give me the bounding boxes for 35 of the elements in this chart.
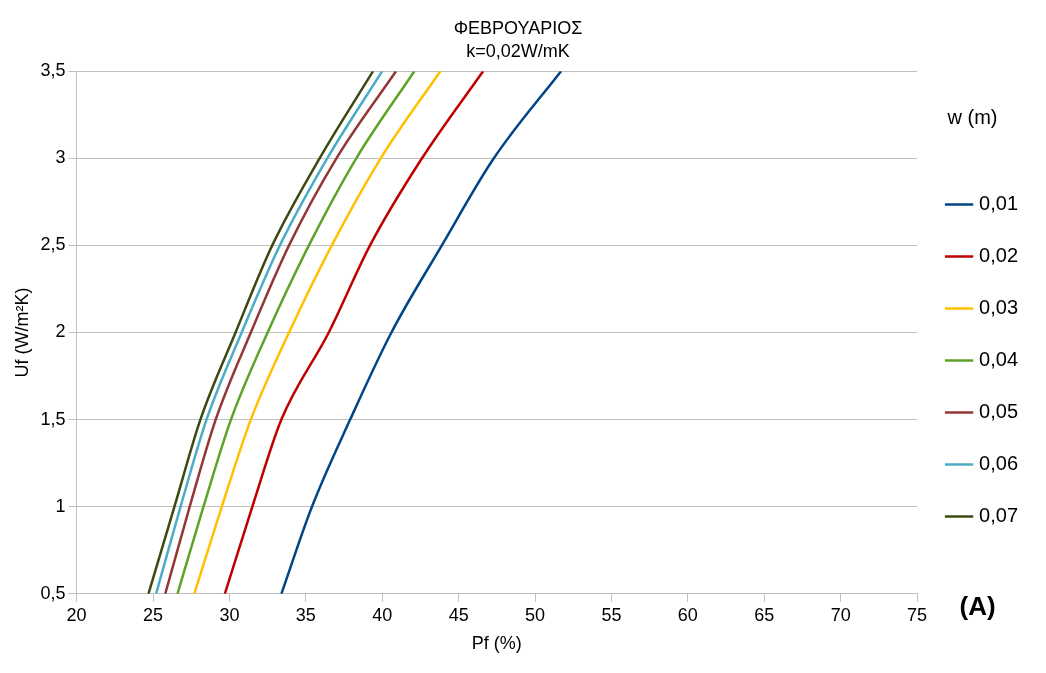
x-tick-label: 40	[372, 604, 393, 625]
legend-label: 0,07	[979, 504, 1019, 527]
x-tick-label: 30	[219, 604, 240, 625]
y-tick-label: 3	[55, 147, 66, 168]
x-tick-label: 20	[66, 604, 87, 625]
legend-label: 0,05	[979, 400, 1019, 423]
chart-title: ΦΕΒΡΟΥΑΡΙΟΣ	[453, 17, 583, 38]
legend-label: 0,02	[979, 244, 1019, 267]
x-tick-label: 70	[830, 604, 851, 625]
x-tick-label: 50	[525, 604, 546, 625]
legend-label: 0,01	[979, 192, 1019, 215]
text: (A)	[959, 590, 996, 621]
y-tick-label: 1	[55, 495, 66, 516]
x-tick-label: 75	[907, 604, 928, 625]
x-tick-label: 35	[295, 604, 316, 625]
legend-label: 0,04	[979, 348, 1019, 371]
chart-subtitle: k=0,02W/mK	[466, 41, 570, 62]
y-tick-label: 2,5	[40, 234, 66, 255]
y-tick-label: 2	[55, 321, 66, 342]
x-tick-label: 55	[601, 604, 622, 625]
line-series	[280, 71, 563, 594]
y-axis-title: Uf (W/m²K)	[11, 287, 32, 378]
line-series	[193, 71, 442, 594]
line-series	[223, 71, 485, 594]
y-tick-label: 1,5	[40, 408, 66, 429]
x-tick-label: 60	[677, 604, 698, 625]
y-tick-label: 3,5	[40, 60, 66, 81]
x-tick-label: 65	[754, 604, 775, 625]
legend-title: w (m)	[946, 106, 998, 129]
y-tick-label: 0,5	[40, 582, 66, 603]
x-tick-label: 45	[448, 604, 469, 625]
legend-label: 0,06	[979, 452, 1019, 475]
x-tick-label: 25	[143, 604, 164, 625]
legend-label: 0,03	[979, 296, 1019, 319]
x-axis-title: Pf (%)	[471, 633, 522, 654]
